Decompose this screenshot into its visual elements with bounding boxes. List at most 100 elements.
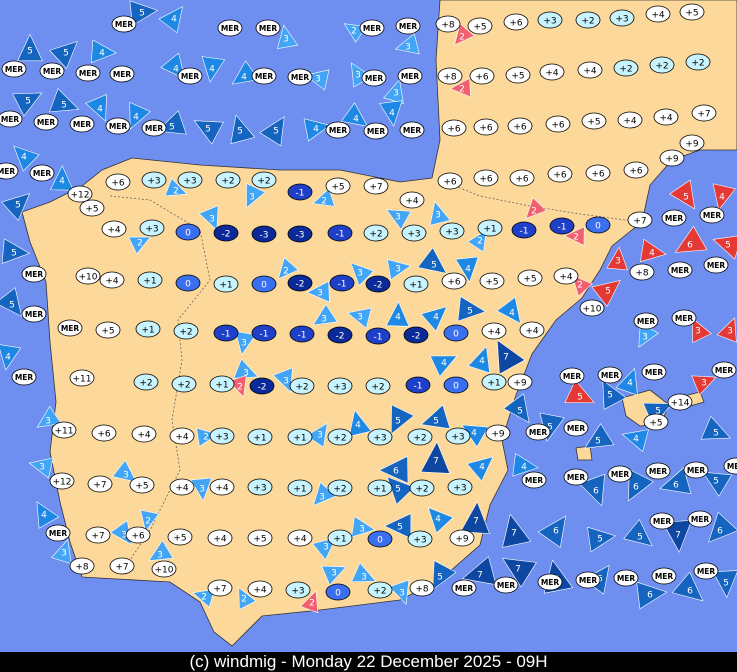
wind-arrow: 4 (379, 100, 403, 127)
wind-speed: 4 (133, 113, 139, 123)
wind-arrow: 5 (602, 379, 627, 410)
temperature-oval (209, 478, 235, 496)
temperature-label: -3 (260, 231, 269, 241)
wind-triangle (351, 562, 377, 583)
temperature-label: +6 (515, 175, 529, 185)
wind-arrow: 5 (383, 513, 412, 539)
temperature-oval (325, 177, 351, 195)
wind-triangle (455, 256, 479, 283)
wind-speed: 3 (435, 211, 441, 221)
temperature-label: +2 (221, 177, 234, 187)
temperature-oval (287, 479, 313, 497)
wind-speed: 7 (473, 517, 479, 527)
wind-triangle (350, 62, 373, 88)
wind-arrow: 3 (429, 200, 451, 226)
wind-speed: 2 (237, 383, 243, 393)
temperature-oval (361, 69, 387, 87)
temperature-label: MER (671, 266, 690, 275)
wind-triangle (671, 571, 704, 602)
temperature-oval (109, 65, 135, 83)
temperature-oval (91, 424, 117, 442)
temperature-label: MER (5, 65, 24, 74)
wind-speed: 4 (209, 65, 215, 75)
wind-triangle (466, 456, 494, 482)
wind-arrow: 3 (692, 317, 712, 344)
wind-speed: 3 (315, 75, 321, 85)
temperature-oval (553, 267, 579, 285)
wind-arrow: 7 (496, 339, 526, 375)
wind-arrow: 5 (702, 471, 733, 497)
temperature-oval (329, 274, 355, 292)
wind-triangle (299, 590, 319, 614)
wind-speed: 3 (45, 417, 51, 427)
wind-triangle (379, 100, 403, 127)
wind-speed: 5 (27, 47, 33, 57)
temperature-oval (21, 265, 47, 283)
wind-arrow: 3 (321, 565, 347, 586)
temperature-label: 0 (595, 222, 601, 232)
wind-speed: 4 (627, 379, 633, 389)
wind-triangle (148, 539, 174, 562)
wind-triangle (340, 102, 369, 127)
wind-speed: 3 (361, 573, 367, 583)
temperature-label: +5 (649, 419, 662, 429)
wind-speed: 7 (477, 571, 483, 581)
temperature-label: +4 (583, 67, 597, 77)
wind-speed: 6 (687, 241, 693, 251)
temperature-label: +7 (115, 563, 128, 573)
wind-arrow: 4 (129, 101, 151, 130)
wind-layer: 5 5 4 4 4 4 3 3 3 5 5 4 4 5 5 5 5 4 4 4 2 2 4 4 5 5 5 4 3 3 4 3 2 2 3 3 2 3 3 2… (0, 0, 737, 614)
wind-speed: 7 (511, 529, 517, 539)
temperature-oval (651, 567, 677, 585)
temperature-oval (503, 13, 529, 31)
wind-arrow: 2 (312, 188, 336, 207)
wind-speed: 5 (683, 193, 689, 203)
wind-triangle (502, 513, 532, 548)
wind-speed: 5 (139, 9, 145, 19)
wind-triangle (383, 513, 412, 539)
wind-speed: 4 (99, 49, 105, 59)
wind-triangle (702, 471, 733, 497)
temperature-oval (287, 183, 313, 201)
wind-triangle (467, 229, 487, 253)
temperature-label: +6 (553, 171, 567, 181)
temperature-label: +4 (623, 117, 637, 127)
temperature-label: +4 (559, 273, 573, 283)
wind-speed: 4 (521, 463, 527, 473)
wind-speed: 5 (237, 127, 243, 137)
wind-speed: 4 (241, 73, 247, 83)
temperature-label: MER (455, 584, 474, 593)
wind-arrow: 3 (36, 405, 62, 428)
temperature-label: -2 (222, 230, 231, 240)
temperature-oval (217, 19, 243, 37)
wind-speed: 3 (321, 315, 327, 325)
wind-arrow: 4 (466, 456, 494, 482)
wind-speed: 4 (435, 515, 441, 525)
wind-speed: 5 (595, 437, 601, 447)
wind-speed: 5 (395, 417, 401, 427)
wind-triangle (190, 477, 212, 502)
temperature-label: +6 (591, 170, 605, 180)
wind-triangle (662, 520, 693, 553)
wind-triangle (36, 501, 60, 529)
wind-arrow: 4 (158, 6, 183, 34)
wind-speed: 5 (637, 533, 643, 543)
temperature-label: MER (33, 169, 52, 178)
temperature-label: MER (399, 22, 418, 31)
wind-speed: 3 (393, 89, 399, 99)
wind-triangle (512, 453, 539, 477)
wind-arrow: 5 (700, 415, 731, 440)
wind-triangle (457, 296, 487, 322)
temperature-oval (365, 275, 391, 293)
temperature-oval (359, 19, 385, 37)
temperature-label: +9 (513, 379, 527, 389)
wind-speed: 2 (201, 593, 207, 603)
temperature-label: MER (567, 424, 586, 433)
wind-triangle (525, 197, 547, 219)
temperature-label: MER (403, 126, 422, 135)
temperature-label: MER (567, 473, 586, 482)
temperature-label: +5 (685, 9, 698, 19)
wind-arrow: 3 (306, 280, 330, 303)
temperature-oval (711, 361, 737, 379)
temperature-oval (613, 569, 639, 587)
